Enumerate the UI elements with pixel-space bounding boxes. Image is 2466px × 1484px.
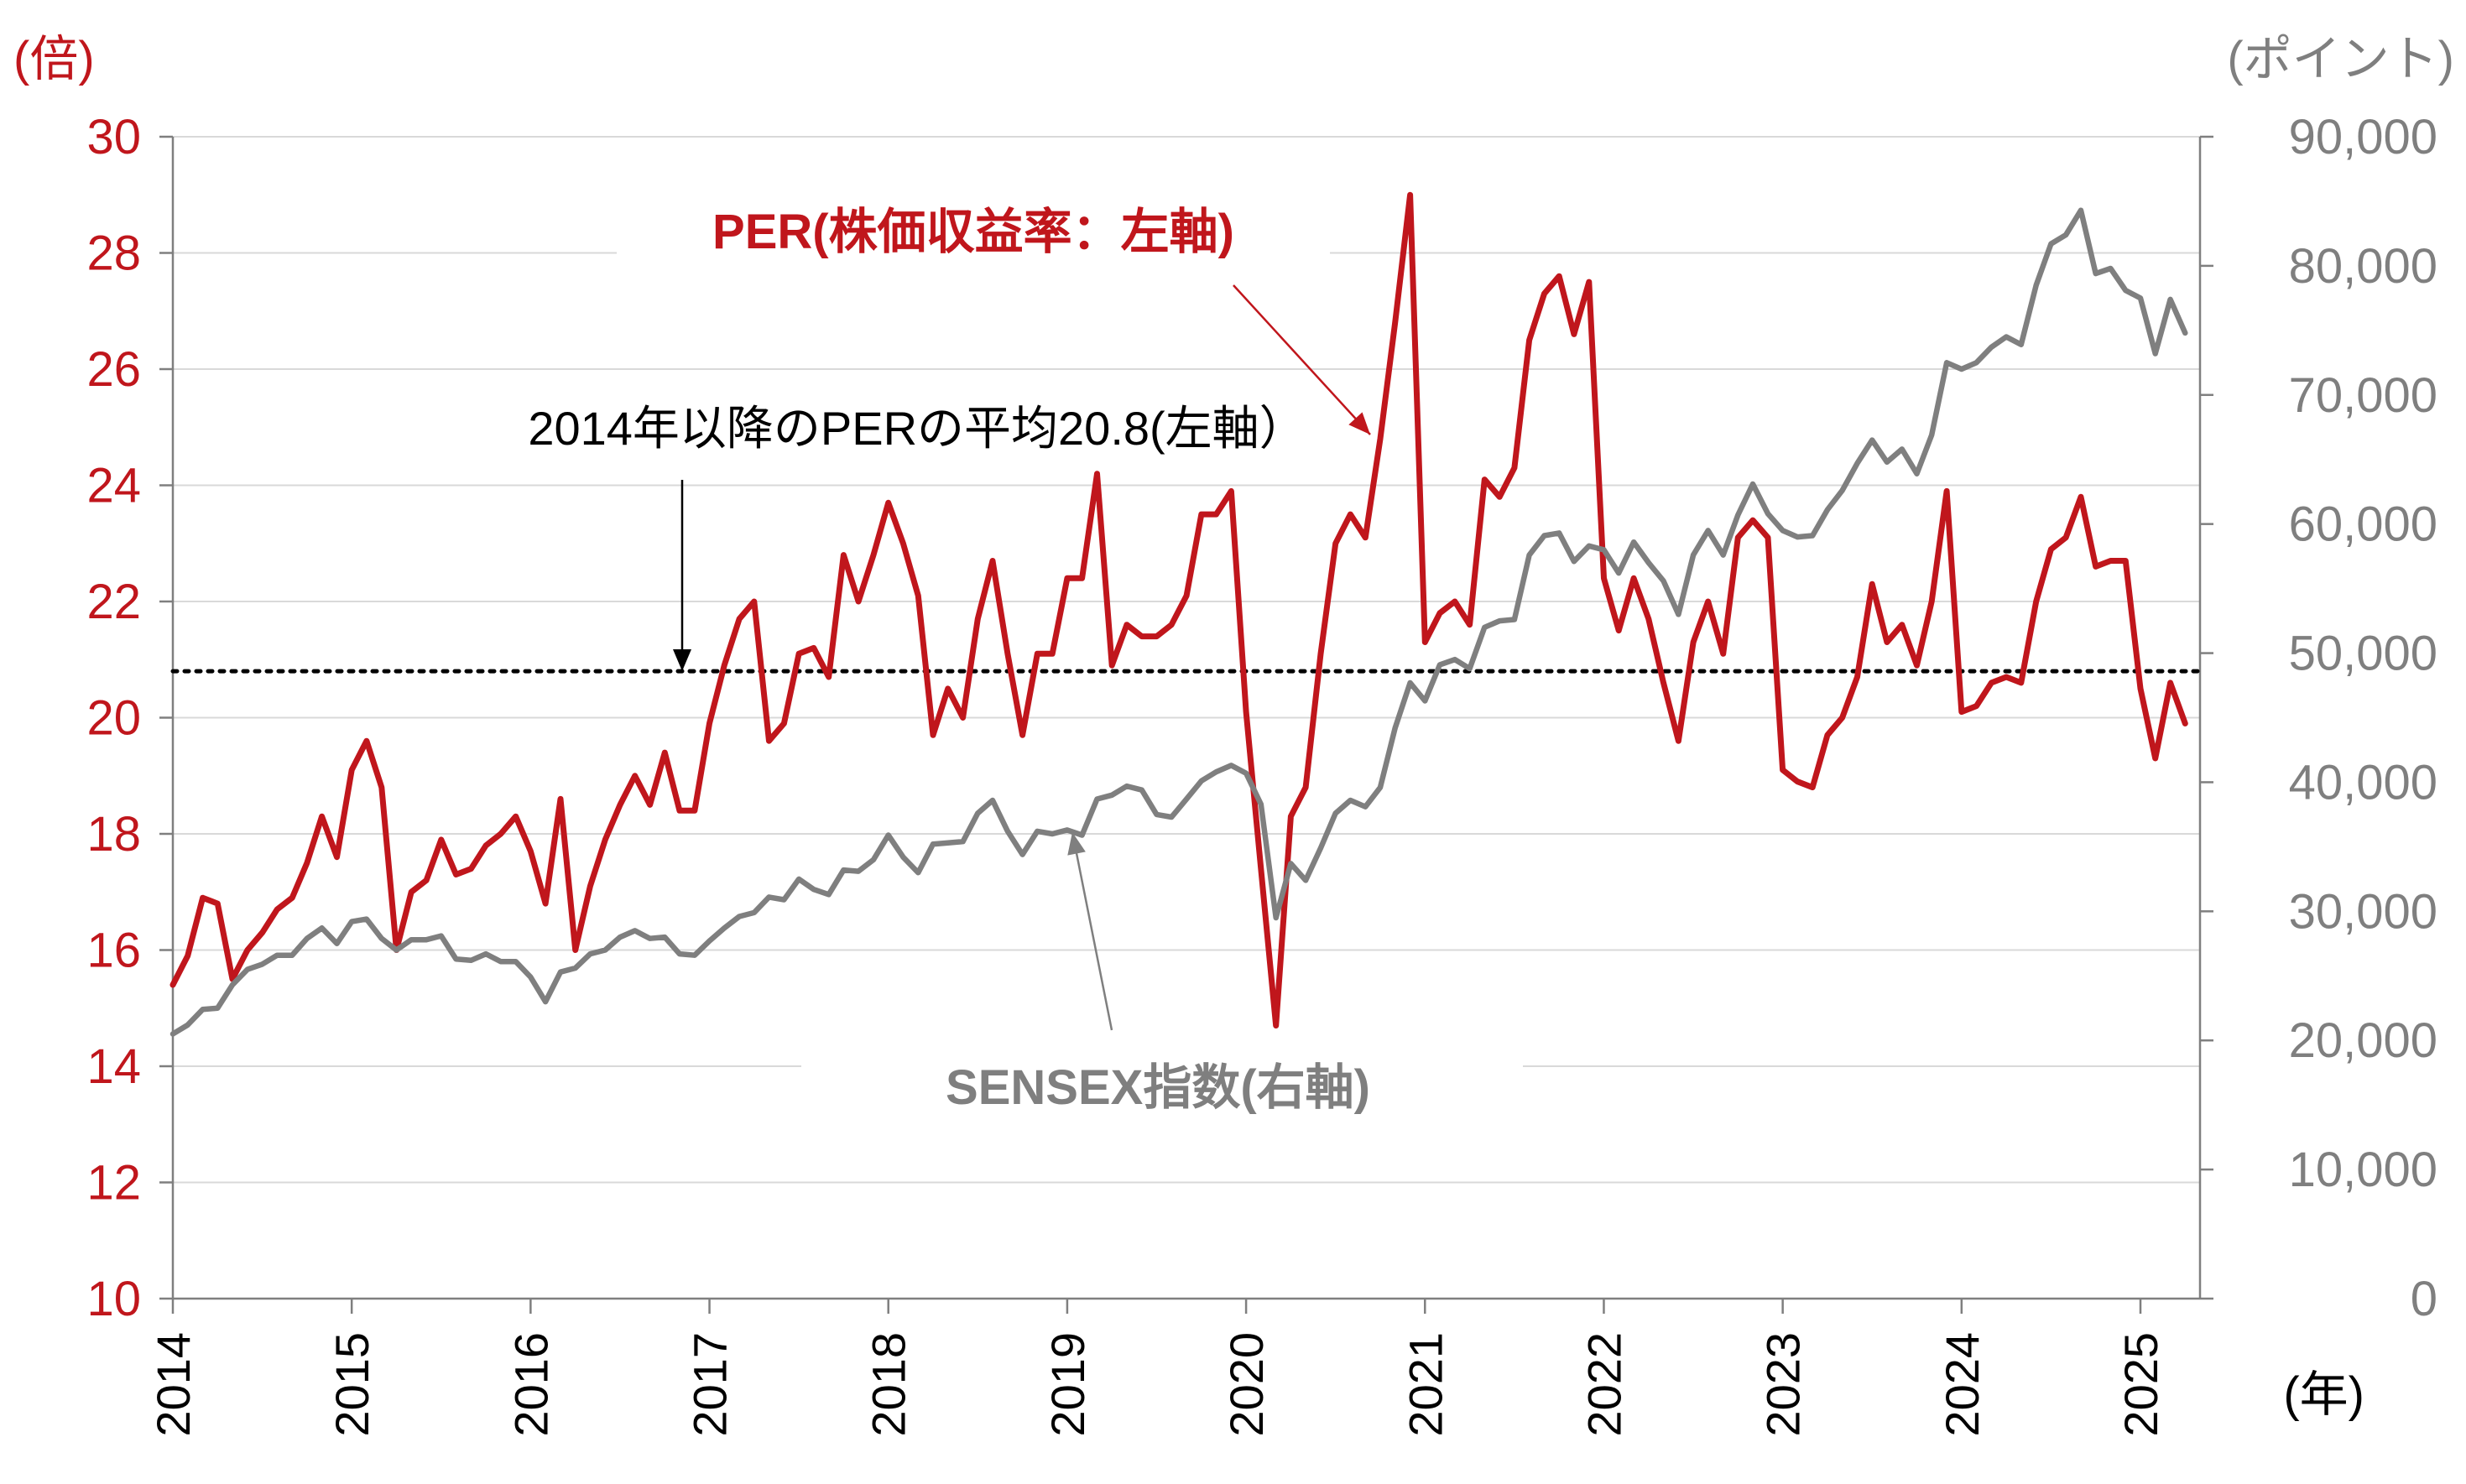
x-axis-unit: (年) <box>2283 1367 2364 1422</box>
per-label-arrow-shaft <box>1233 284 1371 435</box>
sensex-series-label: SENSEX指数(右軸) <box>946 1060 1370 1115</box>
left-axis-tick-label: 12 <box>86 1156 141 1211</box>
sensex-label-arrow-shaft <box>1071 831 1113 1031</box>
right-axis-tick-label: 40,000 <box>2289 755 2437 810</box>
left-axis-tick-label: 18 <box>86 807 141 862</box>
left-axis-tick-label: 14 <box>86 1039 141 1094</box>
right-axis-tick-label: 80,000 <box>2289 239 2437 294</box>
right-axis-tick-label: 60,000 <box>2289 497 2437 552</box>
x-axis-tick-label: 2018 <box>863 1332 915 1437</box>
annotation-arrows <box>673 284 1371 1031</box>
gridlines <box>173 136 2200 1184</box>
mean-per-label: 2014年以降のPERの平均20.8(左軸） <box>528 402 1306 455</box>
right-axis-tick-label: 50,000 <box>2289 627 2437 681</box>
right-axis-tick-label: 70,000 <box>2289 368 2437 423</box>
left-axis-unit: (倍) <box>13 32 95 86</box>
per-label-arrow-head <box>1348 412 1370 435</box>
left-axis-tick-label: 20 <box>86 691 141 746</box>
right-axis-tick-label: 30,000 <box>2289 884 2437 939</box>
x-axis-tick-label: 2014 <box>147 1332 200 1437</box>
x-axis-tick-label: 2015 <box>326 1332 378 1437</box>
x-axis-tick-label: 2020 <box>1220 1332 1273 1437</box>
x-axis-tick-label: 2017 <box>684 1332 737 1437</box>
left-axis-tick-label: 28 <box>86 227 141 281</box>
tick-labels: 1012141618202224262830010,00020,00030,00… <box>86 110 2437 1437</box>
per-series-label: PER(株価収益率：左軸) <box>712 205 1234 259</box>
left-axis-tick-label: 16 <box>86 924 141 978</box>
left-axis-tick-label: 10 <box>86 1272 141 1326</box>
x-axis-tick-label: 2025 <box>2114 1332 2167 1437</box>
axes <box>159 135 2213 1314</box>
mean-label-arrow-head <box>673 649 691 671</box>
x-axis-tick-label: 2021 <box>1399 1332 1452 1437</box>
left-axis-tick-label: 24 <box>86 459 141 513</box>
right-axis-tick-label: 90,000 <box>2289 110 2437 164</box>
series-group <box>169 191 2188 1037</box>
sensex-line <box>169 207 2188 1037</box>
sensex-label-arrow-head <box>1067 832 1086 856</box>
right-axis-tick-label: 10,000 <box>2289 1143 2437 1197</box>
right-axis-tick-label: 20,000 <box>2289 1013 2437 1068</box>
x-axis-tick-label: 2023 <box>1757 1332 1810 1437</box>
x-axis-tick-label: 2024 <box>1936 1332 1989 1437</box>
per-label-background <box>617 195 1330 284</box>
x-axis-tick-label: 2016 <box>504 1332 557 1437</box>
per-line <box>169 191 2188 1028</box>
left-axis-tick-label: 26 <box>86 342 141 397</box>
right-axis-unit: (ポイント) <box>2227 32 2454 86</box>
left-axis-tick-label: 30 <box>86 110 141 164</box>
left-axis-tick-label: 22 <box>86 575 141 629</box>
x-axis-tick-label: 2019 <box>1041 1332 1094 1437</box>
sensex-label-background <box>801 1044 1523 1133</box>
right-axis-tick-label: 0 <box>2411 1272 2437 1326</box>
x-axis-tick-label: 2022 <box>1577 1332 1630 1437</box>
